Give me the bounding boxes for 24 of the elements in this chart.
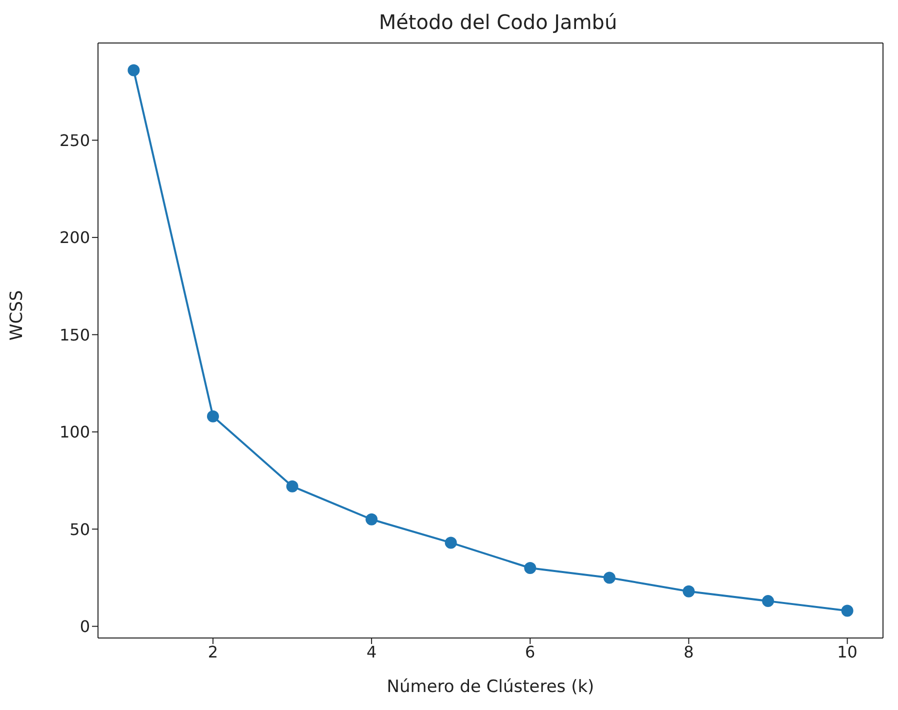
point xyxy=(603,572,616,584)
x-tick-label: 10 xyxy=(837,642,858,662)
x-tick-label: 6 xyxy=(525,642,536,662)
point xyxy=(128,64,140,76)
point xyxy=(286,480,298,492)
x-tick-label: 8 xyxy=(684,642,694,662)
x-tick-label: 4 xyxy=(366,642,377,662)
y-axis-title: WCSS xyxy=(7,290,28,340)
point xyxy=(366,513,378,526)
y-tick-label: 100 xyxy=(59,422,90,442)
point xyxy=(841,604,854,617)
point xyxy=(762,595,774,608)
point xyxy=(682,585,695,598)
y-tick-label: 200 xyxy=(59,228,90,248)
x-axis-title: Número de Clústeres (k) xyxy=(386,677,594,697)
point xyxy=(444,536,457,549)
y-tick-label: 0 xyxy=(80,617,90,636)
x-tick-label: 2 xyxy=(208,642,218,662)
point xyxy=(206,410,219,422)
y-tick-label: 250 xyxy=(59,130,90,150)
y-tick-label: 50 xyxy=(70,520,90,539)
y-tick-label: 150 xyxy=(59,325,90,344)
chart-title: Método del Codo Jambú xyxy=(378,10,618,34)
point xyxy=(524,562,536,574)
